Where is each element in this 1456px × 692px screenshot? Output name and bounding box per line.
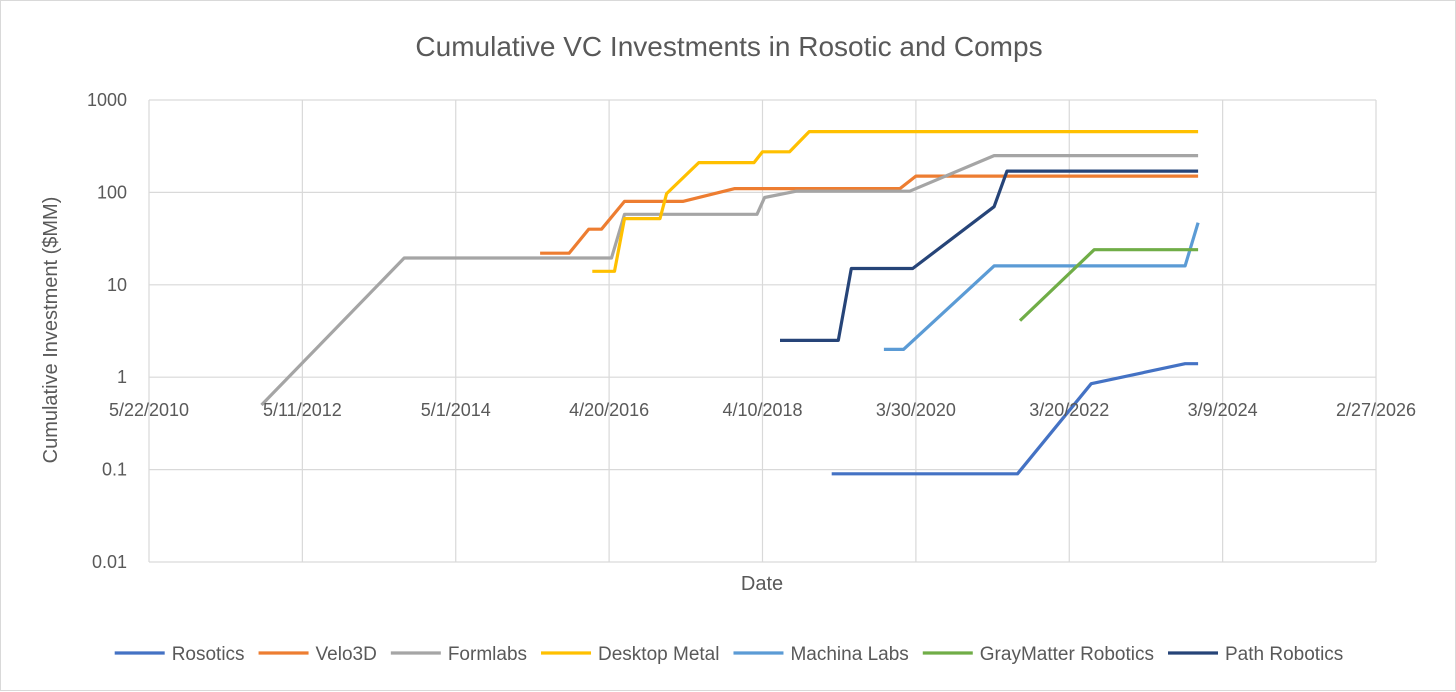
series-line-path-robotics (780, 169, 1199, 342)
legend-label: Velo3D (316, 644, 377, 665)
series-line-machina-labs (883, 222, 1200, 351)
x-tick-label: 2/27/2026 (1336, 400, 1416, 420)
y-axis-ticks: 0.01 0.1 1 10 100 1000 (87, 90, 127, 572)
chart-title: Cumulative VC Investments in Rosotic and… (415, 31, 1042, 62)
x-tick-label: 4/20/2016 (569, 400, 649, 420)
legend-item-rosotics: Rosotics (114, 644, 245, 665)
y-tick-label: 10 (107, 275, 127, 295)
x-tick-label: 3/9/2024 (1188, 400, 1258, 420)
legend: Rosotics Velo3D Formlabs Desktop Metal Machi… (114, 644, 1343, 665)
legend-label: Machina Labs (790, 644, 908, 665)
series-line-formlabs (260, 154, 1199, 407)
series-line-rosotics (831, 362, 1199, 476)
x-tick-label: 5/11/2012 (263, 400, 342, 420)
legend-item-graymatter-robotics: GrayMatter Robotics (922, 644, 1154, 665)
legend-item-desktop-metal: Desktop Metal (541, 644, 719, 665)
x-tick-label: 5/22/2010 (109, 400, 189, 420)
x-tick-label: 4/10/2018 (722, 400, 802, 420)
y-tick-label: 1000 (87, 90, 127, 110)
legend-label: Rosotics (172, 644, 245, 665)
legend-label: Desktop Metal (598, 644, 719, 665)
y-tick-label: 1 (117, 367, 127, 387)
legend-label: GrayMatter Robotics (980, 644, 1154, 665)
y-axis-title: Cumulative Investment ($MM) (40, 197, 62, 464)
legend-item-formlabs: Formlabs (390, 644, 527, 665)
series-line-graymatter-robotics (1018, 248, 1199, 322)
x-tick-label: 3/20/2022 (1029, 400, 1109, 420)
legend-item-machina-labs: Machina Labs (733, 644, 909, 665)
series-line-desktop-metal (592, 130, 1199, 273)
y-tick-label: 0.1 (102, 460, 127, 480)
series-lines (260, 130, 1200, 476)
x-axis-ticks: 5/22/2010 5/11/2012 5/1/2014 4/20/2016 4/10/… (109, 400, 1416, 420)
x-axis-title: Date (741, 573, 783, 595)
legend-item-path-robotics: Path Robotics (1168, 644, 1343, 665)
x-tick-label: 3/30/2020 (876, 400, 956, 420)
legend-item-velo3d: Velo3D (258, 644, 377, 665)
y-tick-label: 0.01 (92, 552, 127, 572)
series-line-velo3d (540, 174, 1199, 255)
legend-label: Formlabs (448, 644, 527, 665)
legend-label: Path Robotics (1225, 644, 1343, 665)
y-tick-label: 100 (97, 182, 127, 202)
x-tick-label: 5/1/2014 (421, 400, 491, 420)
